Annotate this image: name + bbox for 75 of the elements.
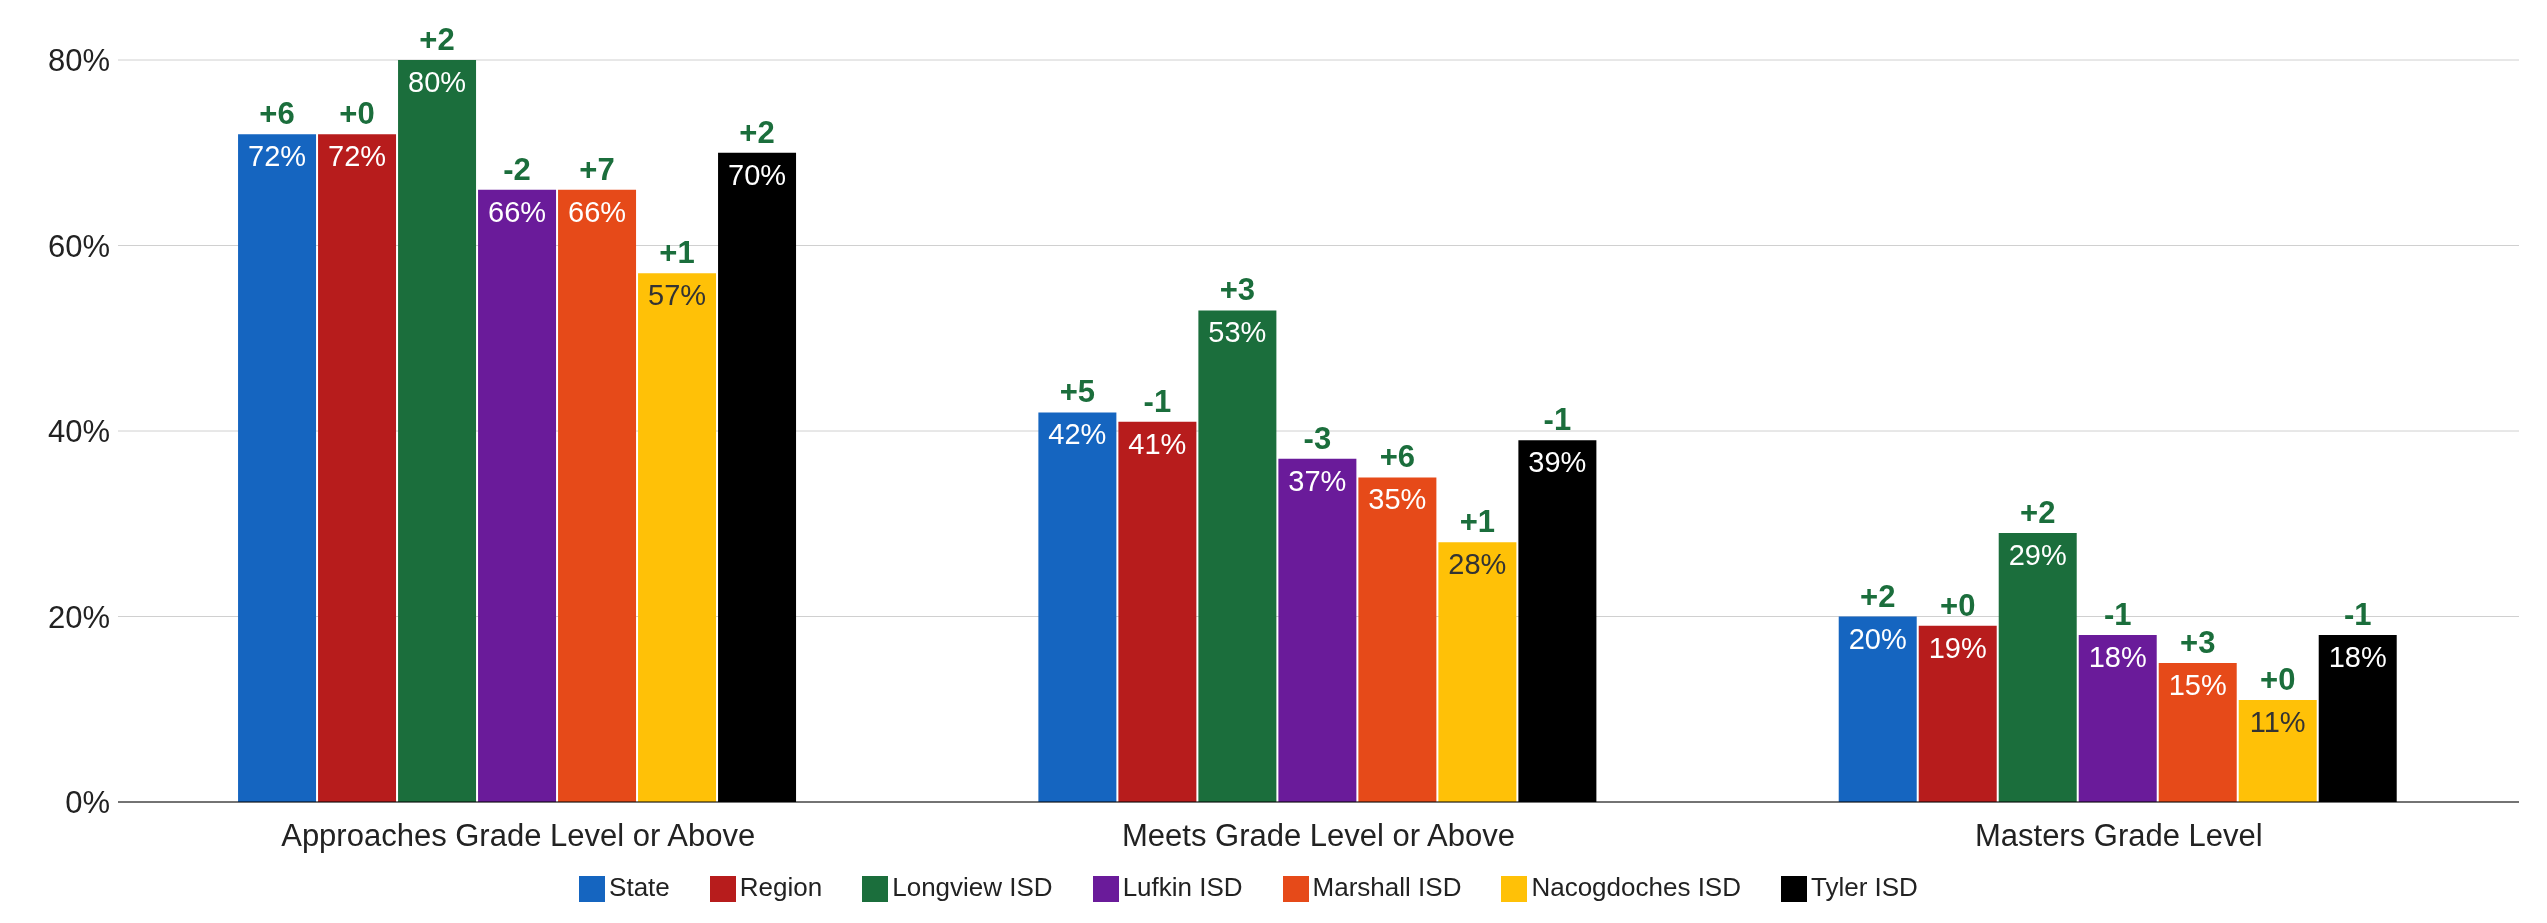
- text: +2: [419, 22, 455, 57]
- annotation: -1: [2103, 597, 2132, 633]
- annotation: -2: [503, 151, 531, 187]
- data-label: 42%: [1048, 418, 1107, 451]
- data-label: 28%: [1448, 548, 1507, 581]
- data-label: 53%: [1208, 316, 1267, 349]
- y-tick-label: 20%: [47, 599, 110, 635]
- bar: [1438, 542, 1517, 802]
- data-label: 37%: [1288, 464, 1347, 497]
- bar: [1038, 412, 1117, 802]
- bar: [2158, 662, 2237, 802]
- data-label: 72%: [328, 140, 387, 173]
- data-label: 11%: [2249, 705, 2306, 738]
- annotation: +1: [659, 235, 695, 271]
- data-label: 57%: [648, 279, 707, 312]
- data-label: 20%: [1848, 622, 1907, 655]
- x-tick-label: Masters Grade Level: [1974, 818, 2263, 854]
- annotation: +2: [739, 114, 775, 150]
- legend-label: Marshall ISD: [1312, 872, 1462, 902]
- data-label: 39%: [1528, 446, 1587, 479]
- bar: [1838, 616, 1917, 802]
- bar: [1998, 533, 2077, 802]
- annotation: +3: [2180, 624, 2216, 660]
- annotation: +6: [259, 96, 295, 132]
- annotation: -1: [1143, 383, 1172, 419]
- annotation: +5: [1059, 374, 1096, 410]
- data-label: 18%: [2088, 641, 2147, 674]
- data-label: 18%: [2328, 641, 2387, 674]
- bar: [478, 189, 557, 802]
- y-tick-label: 60%: [47, 228, 110, 264]
- annotation: +0: [339, 96, 375, 132]
- bar: [558, 189, 637, 802]
- data-label: 80%: [408, 66, 467, 98]
- data-label: 72%: [248, 140, 307, 173]
- bar: [1918, 625, 1997, 802]
- bar: [238, 134, 317, 802]
- bar: [1118, 421, 1197, 802]
- annotation: +2: [1860, 578, 1896, 614]
- data-label: 35%: [1368, 483, 1427, 516]
- annotation: -1: [1543, 402, 1572, 438]
- annotation: +7: [579, 151, 615, 187]
- x-tick-label: Approaches Grade Level or Above: [281, 818, 756, 854]
- annotation: -1: [2343, 597, 2372, 633]
- y-tick-label: 0%: [65, 785, 110, 821]
- data-label: 41%: [1128, 427, 1187, 460]
- data-label: 19%: [1928, 631, 1987, 664]
- bar: [1198, 310, 1277, 802]
- bar: [1278, 458, 1357, 802]
- legend-label: Nacogdoches ISD: [1531, 872, 1741, 902]
- annotation: +0: [2260, 661, 2296, 697]
- bar: [638, 273, 717, 802]
- bar: [318, 134, 397, 802]
- x-tick-label: Meets Grade Level or Above: [1122, 818, 1515, 854]
- annotation: +2: [2020, 495, 2056, 531]
- bar: [2078, 635, 2157, 802]
- bar: [398, 60, 477, 802]
- data-label: 70%: [728, 158, 787, 191]
- legend-label: Region: [739, 872, 823, 902]
- legend-label: Longview ISD: [892, 872, 1053, 902]
- annotation: +6: [1379, 439, 1416, 475]
- annotation: +0: [1940, 587, 1976, 623]
- annotation: -3: [1303, 420, 1332, 456]
- data-label: 66%: [568, 195, 627, 228]
- data-label: 29%: [2008, 539, 2067, 572]
- annotation: +3: [1219, 272, 1256, 308]
- y-tick-label: 80%: [47, 43, 110, 79]
- bar: [2238, 699, 2317, 802]
- legend-label: State: [609, 872, 670, 902]
- bar: [1358, 477, 1437, 802]
- data-label: 66%: [488, 195, 547, 228]
- legend-label: Tyler ISD: [1810, 872, 1918, 902]
- data-label: 15%: [2168, 668, 2227, 701]
- y-tick-label: 40%: [47, 414, 110, 450]
- legend-label: Lufkin ISD: [1122, 872, 1243, 902]
- annotation: +1: [1459, 504, 1496, 540]
